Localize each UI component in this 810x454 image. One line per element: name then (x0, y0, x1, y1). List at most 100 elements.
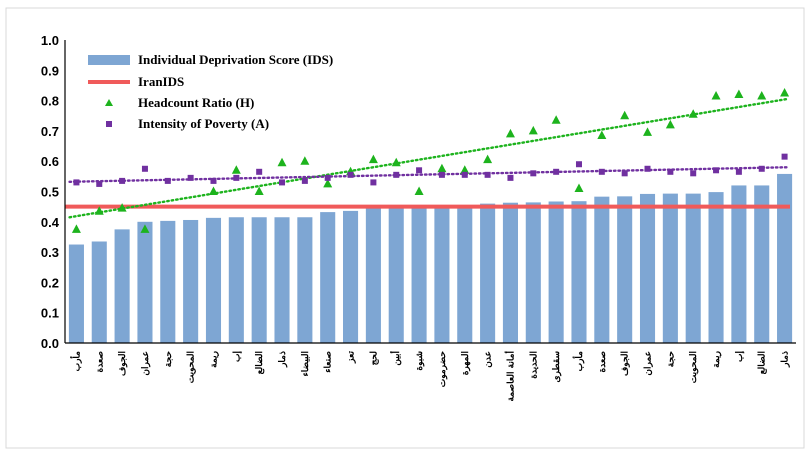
intensity-point (690, 170, 697, 177)
bar-ids (183, 219, 199, 343)
headcount-point (528, 125, 538, 135)
bar-ids (228, 217, 244, 343)
headcount-point (505, 128, 515, 138)
bar-ids (571, 201, 587, 343)
x-tick-label: الضالع (757, 351, 768, 374)
intensity-point (233, 174, 240, 181)
headcount-point (688, 109, 698, 118)
headcount-point (254, 186, 264, 195)
x-tick-label: أمانة العاصمة (503, 351, 516, 402)
bar-ids (251, 217, 267, 343)
bar-ids (685, 193, 701, 343)
intensity-point (279, 179, 286, 186)
bar-ids (457, 205, 473, 343)
x-tick-label: عمران (643, 351, 654, 376)
legend-swatch-intensity (106, 121, 112, 127)
y-tick-labels: 0.0 0.1 0.2 0.3 0.4 0.5 0.6 0.7 0.8 0.9 1.0 (41, 33, 60, 351)
headcount-point (551, 115, 561, 124)
headcount-point (71, 224, 81, 233)
headcount-point (483, 154, 493, 164)
intensity-point (96, 180, 103, 187)
legend-label-intensity: Intensity of Poverty (A) (138, 116, 269, 131)
intensity-point (164, 177, 171, 184)
y-tick-label: 0.9 (41, 63, 59, 78)
y-tick-label: 0.7 (41, 124, 59, 139)
bar-ids (91, 241, 107, 343)
y-tick-label: 0.1 (41, 306, 59, 321)
bar-ids (365, 207, 381, 343)
x-tick-label: شبوة (415, 351, 425, 371)
x-tick-label: عمران (140, 351, 151, 376)
intensity-point (370, 179, 377, 186)
y-tick-label: 0.4 (41, 215, 60, 230)
bars-layer (68, 173, 793, 343)
chart-frame (5, 7, 805, 449)
bar-ids (114, 229, 130, 343)
x-tick-label: صنعاء (323, 351, 334, 373)
intensity-point (393, 171, 400, 178)
x-tick-label: ريمة (712, 351, 722, 368)
headcount-point (711, 91, 721, 100)
intensity-point (141, 165, 148, 172)
intensity-point (416, 167, 423, 174)
headcount-point (665, 119, 675, 129)
bar-ids (434, 206, 450, 343)
trendline (68, 97, 789, 219)
x-tick-label: المحويت (186, 351, 197, 383)
y-tick-label: 0.2 (41, 275, 59, 290)
x-tick-label: الضالع (254, 351, 265, 374)
bar-ids (297, 217, 313, 343)
x-tick-label: المهرة (460, 351, 471, 375)
headcount-point (140, 224, 150, 233)
bar-ids (160, 220, 176, 343)
bar-ids (480, 203, 496, 343)
headcount-point (277, 157, 287, 167)
x-tick-label: لحج (368, 351, 379, 366)
bar-ids (777, 173, 793, 343)
intensity-point (575, 161, 582, 168)
legend-label-headcount: Headcount Ratio (H) (138, 95, 254, 110)
intensity-point (781, 153, 788, 160)
x-tick-label: صعدة (95, 351, 105, 373)
x-tick-label: إب (734, 351, 745, 362)
bar-ids (754, 185, 770, 343)
bar-ids (662, 193, 678, 343)
y-tick-label: 0.3 (41, 245, 59, 260)
headcount-point (780, 88, 790, 97)
bar-ids (594, 196, 610, 343)
x-tick-label: تعز (347, 351, 357, 364)
headcount-point (574, 183, 584, 192)
headcount-point (437, 163, 447, 173)
bar-ids (205, 217, 222, 343)
x-tick-label: سقطرى (551, 351, 562, 383)
intensity-point (256, 168, 263, 175)
markers-layer (71, 88, 790, 233)
intensity-point (735, 168, 742, 175)
intensity-point (301, 177, 308, 184)
bar-ids (320, 212, 336, 343)
bar-ids (525, 202, 541, 343)
intensity-point (324, 174, 331, 181)
y-tick-label: 0.6 (41, 154, 59, 169)
x-tick-label: حضرموت (438, 351, 448, 388)
headcount-point (757, 91, 767, 100)
x-tick-label: ذمار (277, 351, 288, 368)
bar-ids (548, 201, 564, 343)
bar-ids (731, 185, 747, 343)
headcount-point (643, 127, 653, 136)
legend-label-iranids: IranIDS (138, 74, 184, 89)
x-tick-label: حجة (164, 351, 174, 368)
bar-ids (708, 192, 724, 343)
intensity-point (667, 168, 674, 175)
x-tick-label: حجة (666, 351, 676, 368)
x-tick-label: إب (231, 351, 242, 362)
x-tick-label: أبين (389, 351, 402, 366)
intensity-point (621, 170, 628, 177)
legend-label-ids: Individual Deprivation Score (IDS) (138, 52, 333, 67)
headcount-point (620, 110, 630, 120)
bar-ids (502, 202, 518, 343)
headcount-point (208, 186, 218, 195)
headcount-point (734, 89, 744, 99)
intensity-point (598, 168, 605, 175)
bar-ids (388, 206, 404, 343)
